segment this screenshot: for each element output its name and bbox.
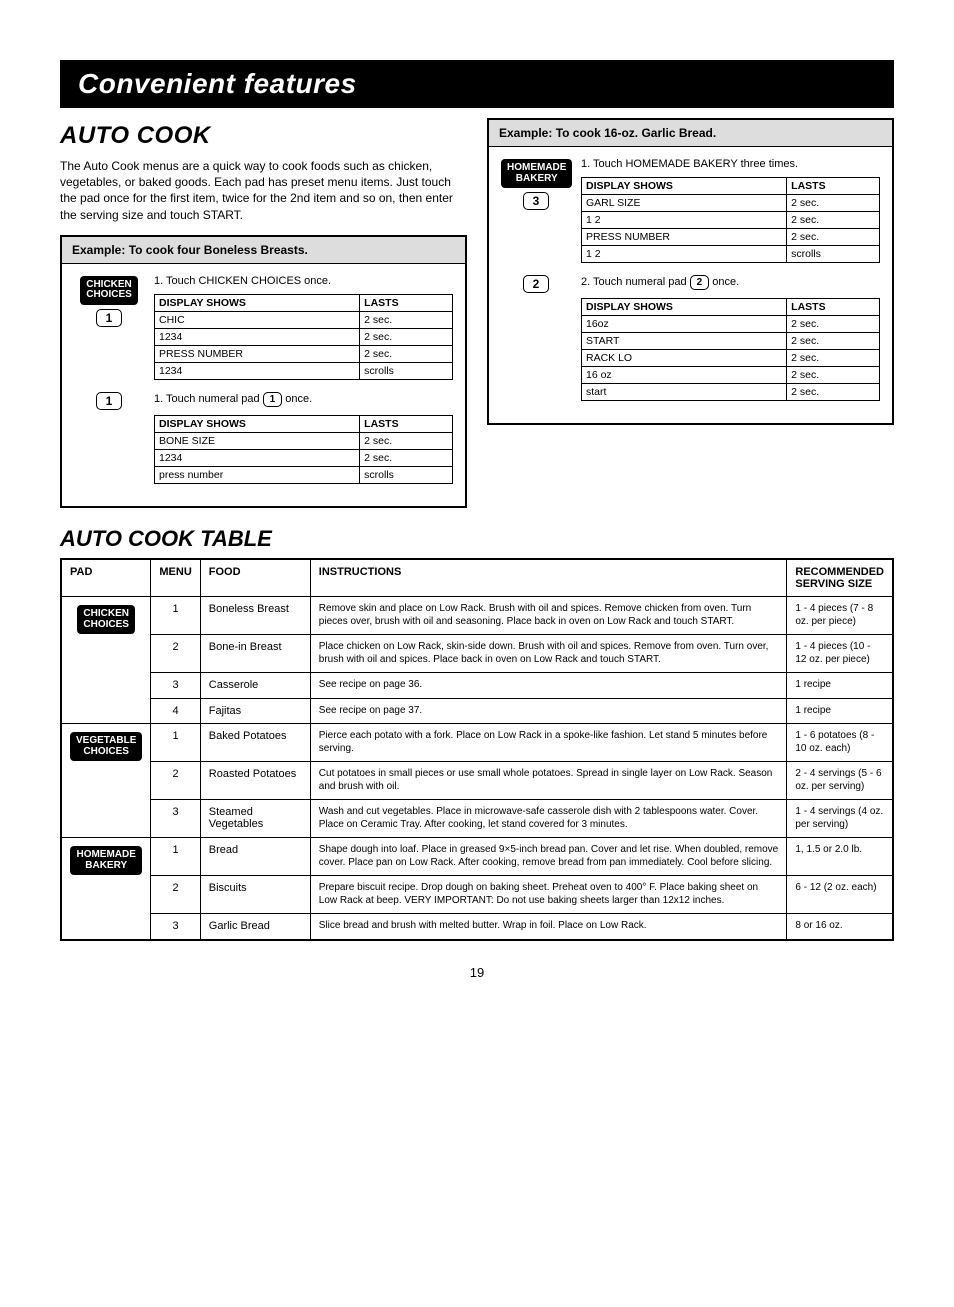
num-button-3-icon: 3	[523, 192, 550, 210]
table-row: 3Steamed VegetablesWash and cut vegetabl…	[61, 800, 893, 838]
auto-cook-intro: The Auto Cook menus are a quick way to c…	[60, 158, 467, 223]
example1-display-table-2: DISPLAY SHOWSLASTS BONE SIZE2 sec.12342 …	[154, 415, 453, 484]
table-row: 2Bone-in BreastPlace chicken on Low Rack…	[61, 635, 893, 673]
example1-display-table-1: DISPLAY SHOWSLASTS CHIC2 sec.12342 sec.P…	[154, 294, 453, 380]
example1-step2-text: 1. Touch numeral pad 1 once.	[154, 390, 453, 409]
num-button-2-icon: 2	[523, 275, 550, 293]
example-2-header: Example: To cook 16-oz. Garlic Bread.	[489, 120, 892, 147]
example-box-2: Example: To cook 16-oz. Garlic Bread. HO…	[487, 118, 894, 425]
table-row: 4FajitasSee recipe on page 37.1 recipe	[61, 698, 893, 724]
chicken-choices-button-icon: CHICKEN CHOICES	[80, 276, 138, 305]
cook-tbl-body: CHICKEN CHOICES1Boneless BreastRemove sk…	[61, 597, 893, 940]
pad-button-icon: CHICKEN CHOICES	[77, 605, 135, 634]
auto-cook-table-heading: AUTO COOK TABLE	[60, 526, 894, 552]
table-row: HOMEMADE BAKERY1BreadShape dough into lo…	[61, 838, 893, 876]
ex1-d2-body: BONE SIZE2 sec.12342 sec.press numberscr…	[155, 433, 453, 484]
table-row: 2BiscuitsPrepare biscuit recipe. Drop do…	[61, 876, 893, 914]
example2-display-table-2: DISPLAY SHOWSLASTS 16oz2 sec.START2 sec.…	[581, 298, 880, 401]
example1-step1-text: 1. Touch CHICKEN CHOICES once.	[154, 274, 453, 288]
table-row: VEGETABLE CHOICES1Baked PotatoesPierce e…	[61, 724, 893, 762]
example2-step1-text: 1. Touch HOMEMADE BAKERY three times.	[581, 157, 880, 171]
example-1-header: Example: To cook four Boneless Breasts.	[62, 237, 465, 264]
table-row: 3Garlic BreadSlice bread and brush with …	[61, 914, 893, 940]
example-box-1: Example: To cook four Boneless Breasts. …	[60, 235, 467, 508]
num-button-1-icon: 1	[96, 309, 123, 327]
auto-cook-heading: AUTO COOK	[60, 122, 467, 150]
ex2-d1-body: GARL SIZE2 sec.1 22 sec.PRESS NUMBER2 se…	[582, 195, 880, 263]
pad-button-icon: HOMEMADE BAKERY	[70, 846, 141, 875]
pad-button-icon: VEGETABLE CHOICES	[70, 732, 142, 761]
auto-cook-table: PAD MENU FOOD INSTRUCTIONS RECOMMENDED S…	[60, 558, 894, 941]
example2-display-table-1: DISPLAY SHOWSLASTS GARL SIZE2 sec.1 22 s…	[581, 177, 880, 263]
table-row: 2Roasted PotatoesCut potatoes in small p…	[61, 762, 893, 800]
table-row: CHICKEN CHOICES1Boneless BreastRemove sk…	[61, 597, 893, 635]
table-row: 3CasseroleSee recipe on page 36.1 recipe	[61, 673, 893, 699]
section-banner: Convenient features	[60, 60, 894, 108]
ex2-d2-body: 16oz2 sec.START2 sec.RACK LO2 sec.16 oz2…	[582, 316, 880, 401]
homemade-bakery-button-icon: HOMEMADE BAKERY	[501, 159, 572, 188]
example2-step2-text: 2. Touch numeral pad 2 once.	[581, 273, 880, 292]
page-number: 19	[60, 965, 894, 980]
num-button-1-icon-b: 1	[96, 392, 123, 410]
ex1-d1-body: CHIC2 sec.12342 sec.PRESS NUMBER2 sec.12…	[155, 312, 453, 380]
